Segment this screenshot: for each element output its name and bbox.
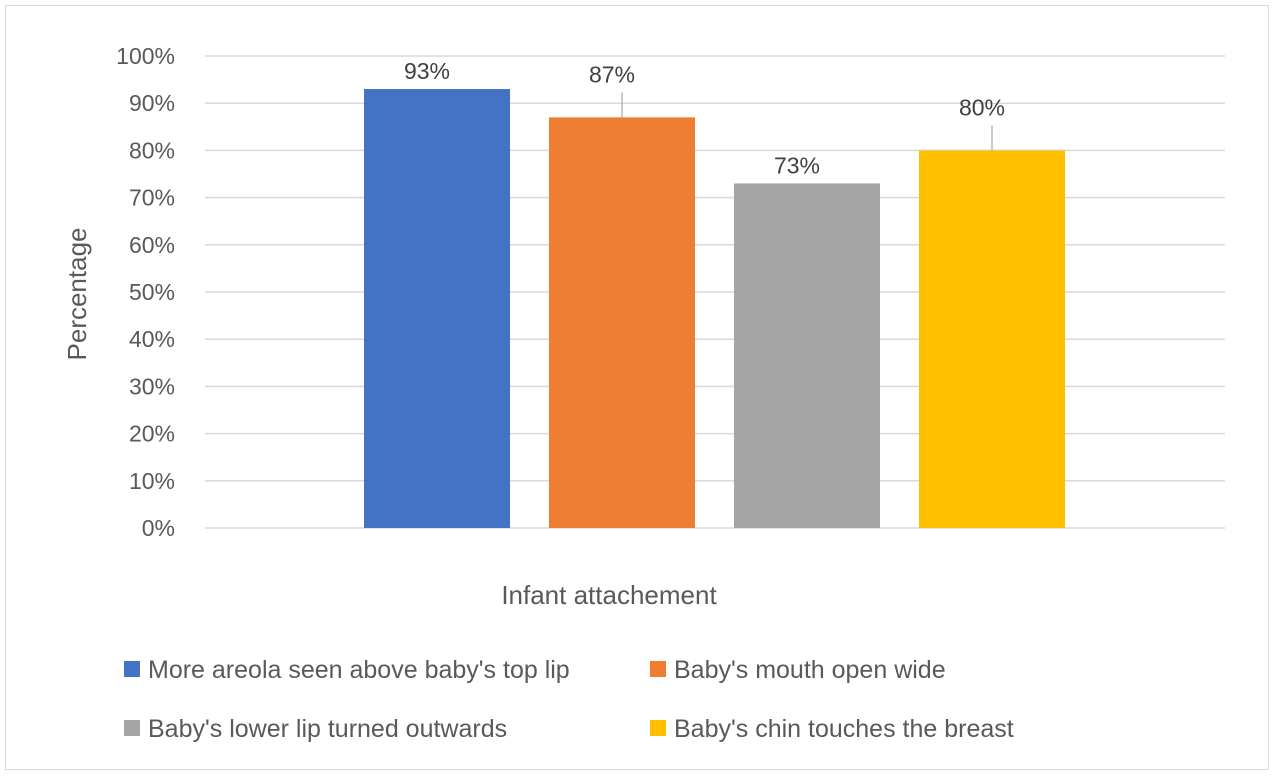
data-label: 80% [959,94,1005,120]
y-tick-label: 10% [129,468,175,494]
data-label: 93% [404,58,450,84]
y-tick-label: 50% [129,279,175,305]
bars [364,89,1065,529]
y-tick-label: 20% [129,421,175,447]
legend-label: More areola seen above baby's top lip [148,656,570,684]
legend-swatch [650,661,666,677]
y-tick-label: 40% [129,326,175,352]
y-tick-label: 60% [129,232,175,258]
y-tick-label: 100% [116,43,175,69]
legend-label: Baby's mouth open wide [674,656,946,684]
legend: More areola seen above baby's top lip Bab… [124,656,1014,743]
legend-swatch [650,720,666,736]
y-tick-label: 30% [129,373,175,399]
y-axis-tick-labels: 0% 10% 20% 30% 40% 50% 60% 70% 80% 90% 100% [116,43,175,541]
bar [919,150,1065,528]
data-label: 73% [774,152,820,178]
y-tick-label: 90% [129,90,175,116]
y-tick-label: 70% [129,185,175,211]
bar [364,89,510,528]
legend-item: More areola seen above baby's top lip [124,656,570,684]
gridlines [205,55,1225,529]
x-axis-title: Infant attachement [501,580,717,610]
legend-item: Baby's mouth open wide [650,656,946,684]
y-tick-label: 80% [129,137,175,163]
legend-swatch [124,661,140,677]
bar [549,117,695,529]
bar [734,183,880,528]
data-label: 87% [589,61,635,87]
legend-label: Baby's lower lip turned outwards [148,715,507,743]
y-tick-label: 0% [142,515,175,541]
legend-label: Baby's chin touches the breast [674,715,1014,743]
legend-item: Baby's lower lip turned outwards [124,715,507,743]
y-axis-title: Percentage [62,228,92,361]
legend-swatch [124,720,140,736]
legend-item: Baby's chin touches the breast [650,715,1014,743]
data-labels: 93% 87% 73% 80% [404,58,1005,178]
